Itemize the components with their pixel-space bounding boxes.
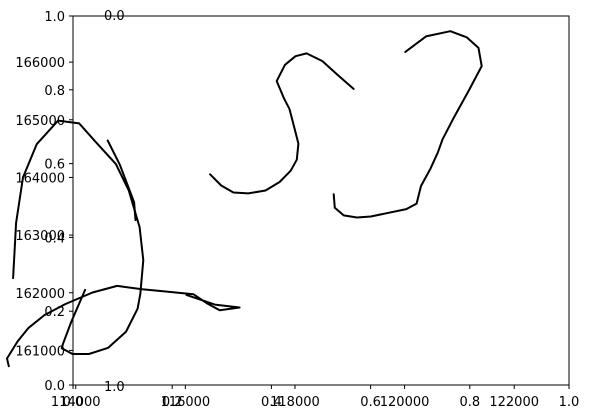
data-x-tick-label: 118000 <box>270 395 320 410</box>
data-x-tick-label: 114000 <box>51 395 101 410</box>
data-y-tick-label: 165000 <box>15 114 65 129</box>
overlay-x-tick-label: 0.0 <box>63 395 84 410</box>
data-y-tick-label: 163000 <box>15 229 65 244</box>
series-line-5 <box>332 30 483 219</box>
series-line-4 <box>209 52 355 195</box>
overlay-x-ticks: 0.0 0.2 0.4 0.6 0.8 1.0 <box>63 385 580 410</box>
overlay-y-tick-label: 0.0 <box>44 379 65 394</box>
overlay-y-tick-label: 1.0 <box>44 10 65 25</box>
data-x-tick-label: 120000 <box>380 395 430 410</box>
data-y-tick-label: 164000 <box>15 171 65 186</box>
data-x-tick-label: 116000 <box>161 395 211 410</box>
series-layer <box>6 30 483 368</box>
series-line-3 <box>106 139 137 222</box>
plot-frame <box>72 15 570 386</box>
data-y-tick-label: 166000 <box>15 56 65 71</box>
series-line-2 <box>12 119 145 355</box>
overlay-y-tick-label: 0.2 <box>44 305 65 320</box>
data-y-tick-label: 162000 <box>15 287 65 302</box>
overlay-x-tick-label: 0.2 <box>162 395 183 410</box>
overlay-y-ticks: 0.0 0.2 0.4 0.6 0.8 1.0 <box>44 10 73 394</box>
axes-layer <box>72 15 570 386</box>
series-line-1 <box>6 284 241 368</box>
data-x-tick-label: 122000 <box>489 395 539 410</box>
overlay-x-tick-label: 0.6 <box>360 395 381 410</box>
data-x-ticks: 114000 116000 118000 120000 122000 <box>51 385 539 410</box>
top-left-label: 0.0 <box>104 9 125 24</box>
overlay-y-tick-label: 0.4 <box>44 231 65 246</box>
overlay-x-tick-label: 0.8 <box>459 395 480 410</box>
overlay-x-tick-label: 0.4 <box>261 395 282 410</box>
overlay-x-tick-label: 1.0 <box>559 395 580 410</box>
plot-area <box>73 16 569 385</box>
overlay-y-tick-label: 0.8 <box>44 84 65 99</box>
data-y-tick-label: 161000 <box>15 344 65 359</box>
data-y-ticks: 161000 162000 163000 164000 165000 166000 <box>15 56 73 359</box>
bottom-left-label: 1.0 <box>104 380 125 395</box>
overlay-y-tick-label: 0.6 <box>44 158 65 173</box>
